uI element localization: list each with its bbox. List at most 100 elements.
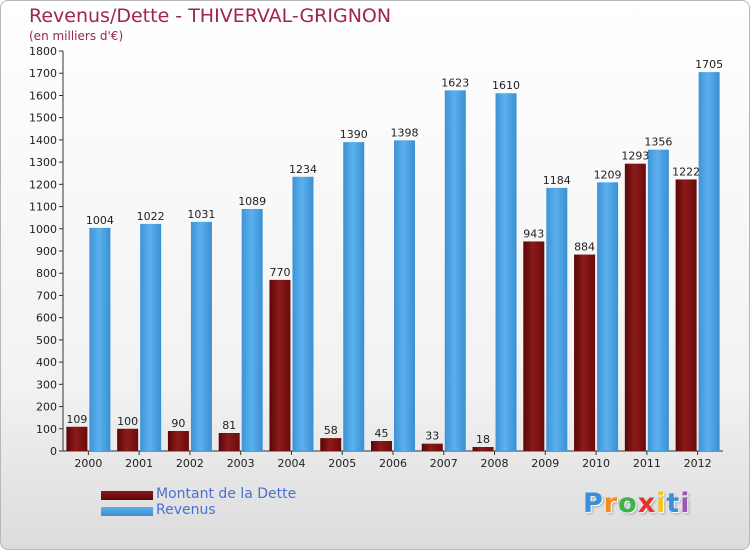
x-tick-label: 2010: [582, 457, 610, 470]
x-tick-label: 2012: [684, 457, 712, 470]
debt-value-label: 45: [375, 427, 389, 440]
revenue-value-label: 1089: [238, 195, 266, 208]
revenue-value-label: 1356: [644, 136, 672, 149]
legend-label-revenue: Revenus: [156, 502, 216, 518]
chart-subtitle: (en milliers d'€): [29, 29, 124, 43]
revenue-bar: [444, 90, 466, 451]
x-tick-label: 2005: [328, 457, 356, 470]
revenue-bar: [394, 140, 415, 452]
x-tick-label: 2003: [227, 457, 255, 470]
revenue-bar: [241, 209, 263, 451]
debt-value-label: 884: [574, 241, 595, 254]
y-tick-label: 300: [36, 378, 57, 391]
revenue-bar: [546, 187, 568, 451]
x-tick-label: 2001: [125, 457, 153, 470]
revenue-value-label: 1234: [289, 163, 317, 176]
debt-value-label: 58: [324, 424, 338, 437]
revenue-bar: [292, 176, 314, 451]
x-tick-label: 2004: [277, 457, 305, 470]
revenue-value-label: 1022: [137, 210, 165, 223]
revenue-bar: [597, 182, 619, 452]
y-tick-label: 1400: [29, 134, 57, 147]
y-tick-label: 1500: [29, 112, 57, 125]
legend-swatch-debt: [101, 491, 153, 500]
debt-value-label: 33: [425, 430, 439, 443]
debt-bar: [472, 447, 494, 451]
debt-value-label: 1222: [672, 165, 700, 178]
logo-letter: x: [637, 488, 657, 519]
debt-value-label: 81: [222, 419, 236, 432]
x-tick-label: 2008: [481, 457, 509, 470]
y-tick-label: 1200: [29, 178, 57, 191]
logo-letter: P: [583, 488, 604, 519]
logo-letter: i: [680, 488, 691, 519]
debt-value-label: 109: [66, 413, 87, 426]
revenue-bar: [495, 93, 517, 451]
logo-letter: r: [603, 488, 619, 519]
debt-value-label: 90: [171, 417, 185, 430]
y-tick-label: 900: [36, 245, 57, 258]
legend-swatch-revenue: [101, 507, 153, 516]
y-tick-label: 500: [36, 334, 57, 347]
revenue-value-label: 1184: [543, 174, 571, 187]
debt-value-label: 18: [476, 433, 490, 446]
revenue-value-label: 1398: [391, 126, 419, 139]
revenue-bar: [89, 227, 111, 451]
y-tick-label: 400: [36, 356, 57, 369]
y-tick-label: 0: [50, 445, 57, 458]
y-tick-label: 1600: [29, 89, 57, 102]
y-tick-label: 1700: [29, 67, 57, 80]
revenue-value-label: 1031: [187, 208, 215, 221]
x-tick-label: 2011: [633, 457, 661, 470]
revenue-bar: [647, 149, 669, 451]
x-tick-label: 2002: [176, 457, 204, 470]
revenue-value-label: 1209: [594, 168, 622, 181]
debt-bar: [675, 179, 697, 451]
debt-bar: [167, 431, 189, 451]
y-tick-label: 200: [36, 401, 57, 414]
y-tick-label: 1000: [29, 223, 57, 236]
chart-axes: 0 100 200 300 400 500 600 700 800 900 1000 1100 1200…: [29, 45, 723, 470]
chart-labels: 109 1004 100 1022 90 1031 81 1089 770 1234 58 1390 4…: [66, 58, 723, 446]
debt-bar: [574, 254, 596, 451]
revenue-bar: [343, 142, 365, 451]
y-tick-label: 800: [36, 267, 57, 280]
logo-letter: t: [666, 488, 681, 519]
proxiti-logo: Proxiti: [583, 488, 691, 519]
chart-bars: [66, 72, 720, 452]
debt-value-label: 770: [269, 266, 290, 279]
debt-bar: [624, 163, 646, 451]
debt-bar: [371, 441, 392, 451]
debt-bar: [320, 438, 342, 451]
legend-label-debt: Montant de la Dette: [156, 486, 297, 502]
chart-title: Revenus/Dette - THIVERVAL-GRIGNON: [29, 5, 392, 27]
revenue-bar: [190, 221, 212, 451]
debt-bar: [421, 443, 443, 451]
debt-value-label: 1293: [621, 150, 649, 163]
y-tick-label: 1800: [29, 45, 57, 58]
y-tick-label: 700: [36, 289, 57, 302]
x-tick-label: 2009: [531, 457, 559, 470]
x-tick-label: 2006: [379, 457, 407, 470]
revenue-value-label: 1390: [340, 128, 368, 141]
x-tick-label: 2000: [74, 457, 102, 470]
debt-bar: [66, 426, 88, 451]
revenue-value-label: 1610: [492, 79, 520, 92]
revenue-value-label: 1705: [695, 58, 723, 71]
debt-value-label: 100: [117, 415, 138, 428]
x-tick-label: 2007: [430, 457, 458, 470]
y-tick-label: 1100: [29, 201, 57, 214]
revenue-value-label: 1623: [441, 76, 469, 89]
y-tick-label: 100: [36, 423, 57, 436]
debt-bar: [269, 279, 291, 451]
revenue-bar: [698, 72, 720, 451]
debt-bar: [117, 428, 139, 451]
y-tick-label: 600: [36, 312, 57, 325]
debt-bar: [523, 241, 545, 451]
debt-bar: [218, 433, 240, 451]
y-tick-label: 1300: [29, 156, 57, 169]
logo-letter: i: [656, 488, 667, 519]
revenue-value-label: 1004: [86, 214, 114, 227]
